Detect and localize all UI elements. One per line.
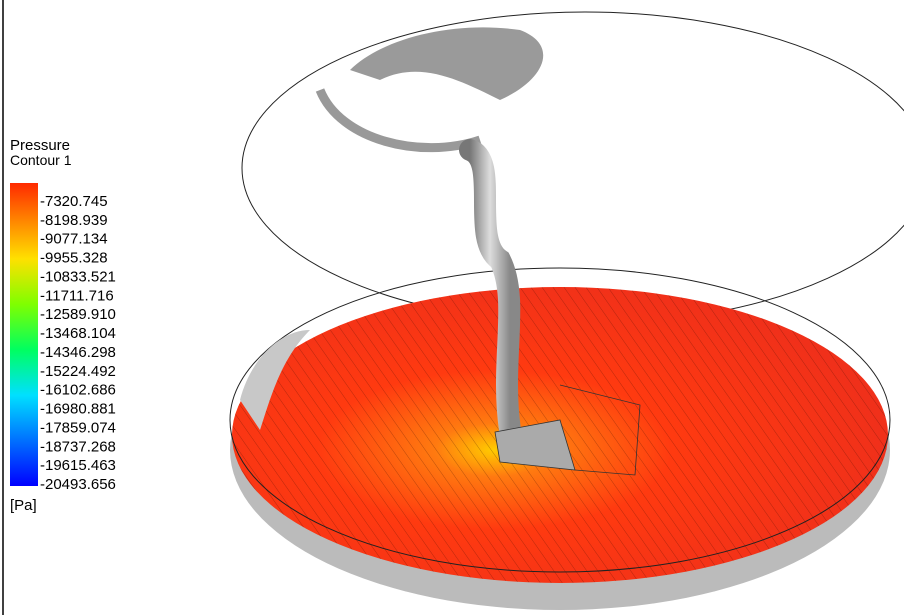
legend-label: -20493.656 bbox=[40, 476, 116, 493]
legend-label: -15224.492 bbox=[40, 363, 116, 380]
legend-label: -18737.268 bbox=[40, 438, 116, 455]
legend-label: -19615.463 bbox=[40, 457, 116, 474]
legend-label: -16980.881 bbox=[40, 401, 116, 418]
color-bar bbox=[10, 183, 38, 486]
legend-subtitle: Contour 1 bbox=[10, 152, 72, 168]
legend-label: -17859.074 bbox=[40, 419, 116, 436]
legend-label: -10833.521 bbox=[40, 268, 116, 285]
render-scene bbox=[229, 11, 904, 610]
legend-label: -7320.745 bbox=[40, 193, 108, 210]
legend-label: -9077.134 bbox=[40, 231, 108, 248]
legend-label: -11711.716 bbox=[40, 287, 114, 304]
legend-label: -12589.910 bbox=[40, 306, 116, 323]
legend-title: Pressure bbox=[10, 137, 70, 154]
legend-label: -16102.686 bbox=[40, 382, 116, 399]
legend-label: -13468.104 bbox=[40, 325, 116, 342]
legend-label: -8198.939 bbox=[40, 212, 108, 229]
legend-labels: -7320.745 -8198.939 -9077.134 -9955.328-108… bbox=[40, 193, 116, 493]
legend-label: -9955.328 bbox=[40, 250, 108, 267]
legend-label: -14346.298 bbox=[40, 344, 116, 361]
legend-unit: [Pa] bbox=[10, 497, 37, 514]
